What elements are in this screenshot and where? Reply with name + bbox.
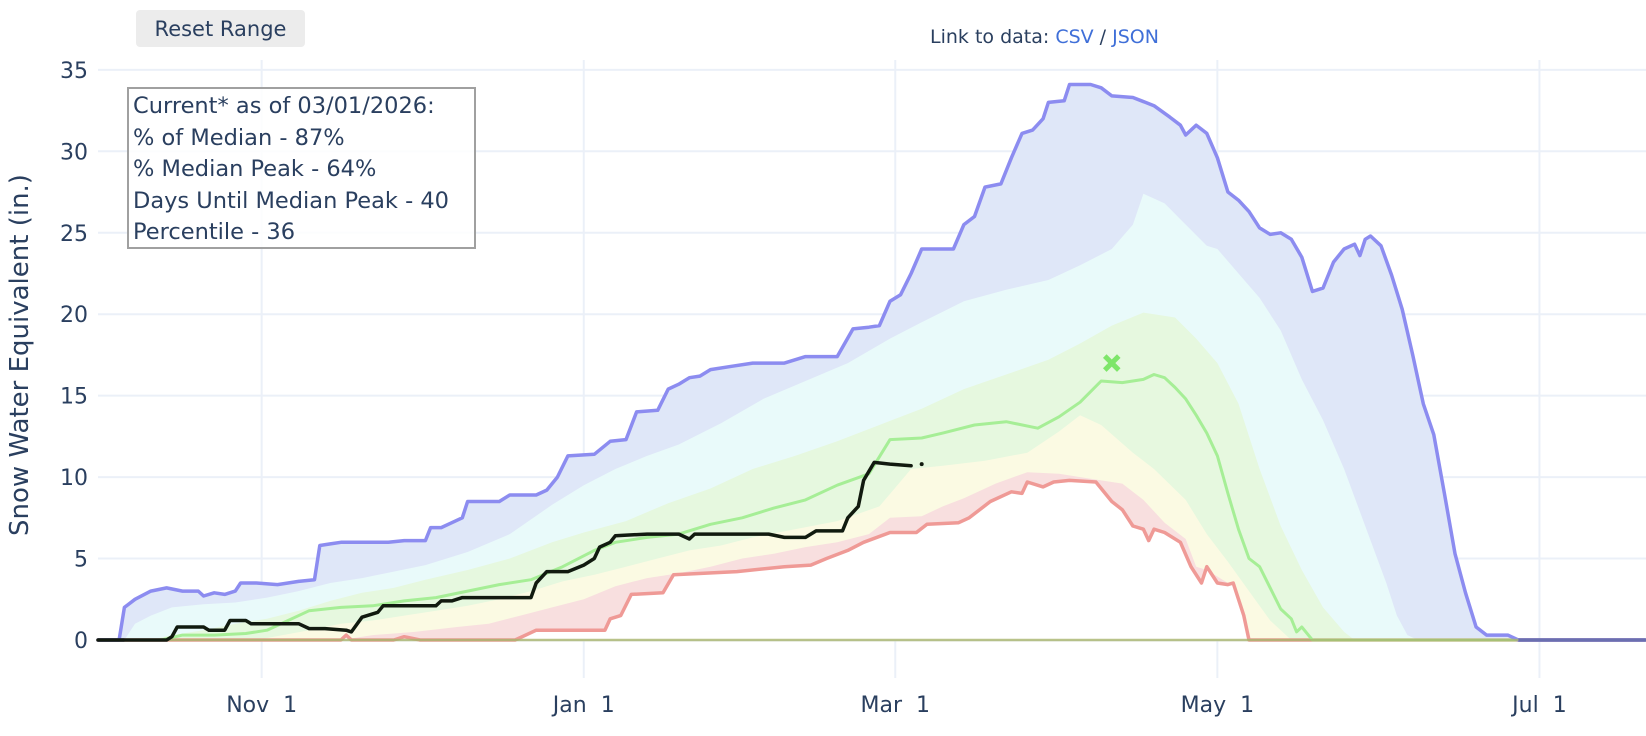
reset-range-button[interactable]: Reset Range <box>136 10 305 47</box>
current-year-line <box>96 460 913 642</box>
median-peak-x-icon[interactable] <box>1102 354 1121 372</box>
min-line <box>96 478 1646 642</box>
x-tick-label: Nov 1 <box>226 693 297 718</box>
json-link[interactable]: JSON <box>1112 26 1159 48</box>
y-tick-label: 30 <box>60 140 88 165</box>
stats-pct-median: % of Median - 87% <box>133 124 345 151</box>
y-tick-label: 0 <box>74 629 88 654</box>
y-tick-label: 5 <box>74 548 88 573</box>
stats-current-date: Current* as of 03/01/2026: <box>133 93 435 119</box>
y-tick-label: 20 <box>60 303 88 328</box>
stats-pct-median-peak: % Median Peak - 64% <box>133 156 377 182</box>
y-tick-label: 15 <box>60 385 88 410</box>
y-axis-label: Snow Water Equivalent (in.) <box>5 174 35 536</box>
p30-band <box>98 415 1646 640</box>
p70-band <box>98 312 1646 640</box>
current-stats-box: Current* as of 03/01/2026: % of Median -… <box>127 87 476 249</box>
stats-percentile: Percentile - 36 <box>133 219 296 245</box>
y-tick-label: 35 <box>60 59 88 84</box>
max-line <box>96 82 1646 642</box>
y-tick-label: 10 <box>60 466 88 491</box>
link-separator: / <box>1093 26 1113 48</box>
series-lines <box>96 82 1646 642</box>
median-line <box>96 373 1646 642</box>
x-tick-label: Mar 1 <box>861 693 931 718</box>
below-min-area <box>98 480 1646 640</box>
current-point-marker[interactable] <box>919 462 924 467</box>
data-links: Link to data: CSV / JSON <box>930 26 1159 48</box>
x-tick-label: Jan 1 <box>551 693 615 718</box>
percentile-bands <box>98 84 1646 640</box>
x-tick-label: Jul 1 <box>1510 693 1567 718</box>
stats-days-until-peak: Days Until Median Peak - 40 <box>133 187 449 214</box>
axes: 0 5 10 15 20 25 30 35 Nov 1 Jan 1 Mar 1 May 1 Jul 1 <box>60 59 1567 718</box>
data-links-prefix: Link to data: <box>930 26 1056 48</box>
x-tick-label: May 1 <box>1181 693 1254 718</box>
csv-link[interactable]: CSV <box>1055 26 1094 48</box>
y-tick-label: 25 <box>60 222 88 247</box>
